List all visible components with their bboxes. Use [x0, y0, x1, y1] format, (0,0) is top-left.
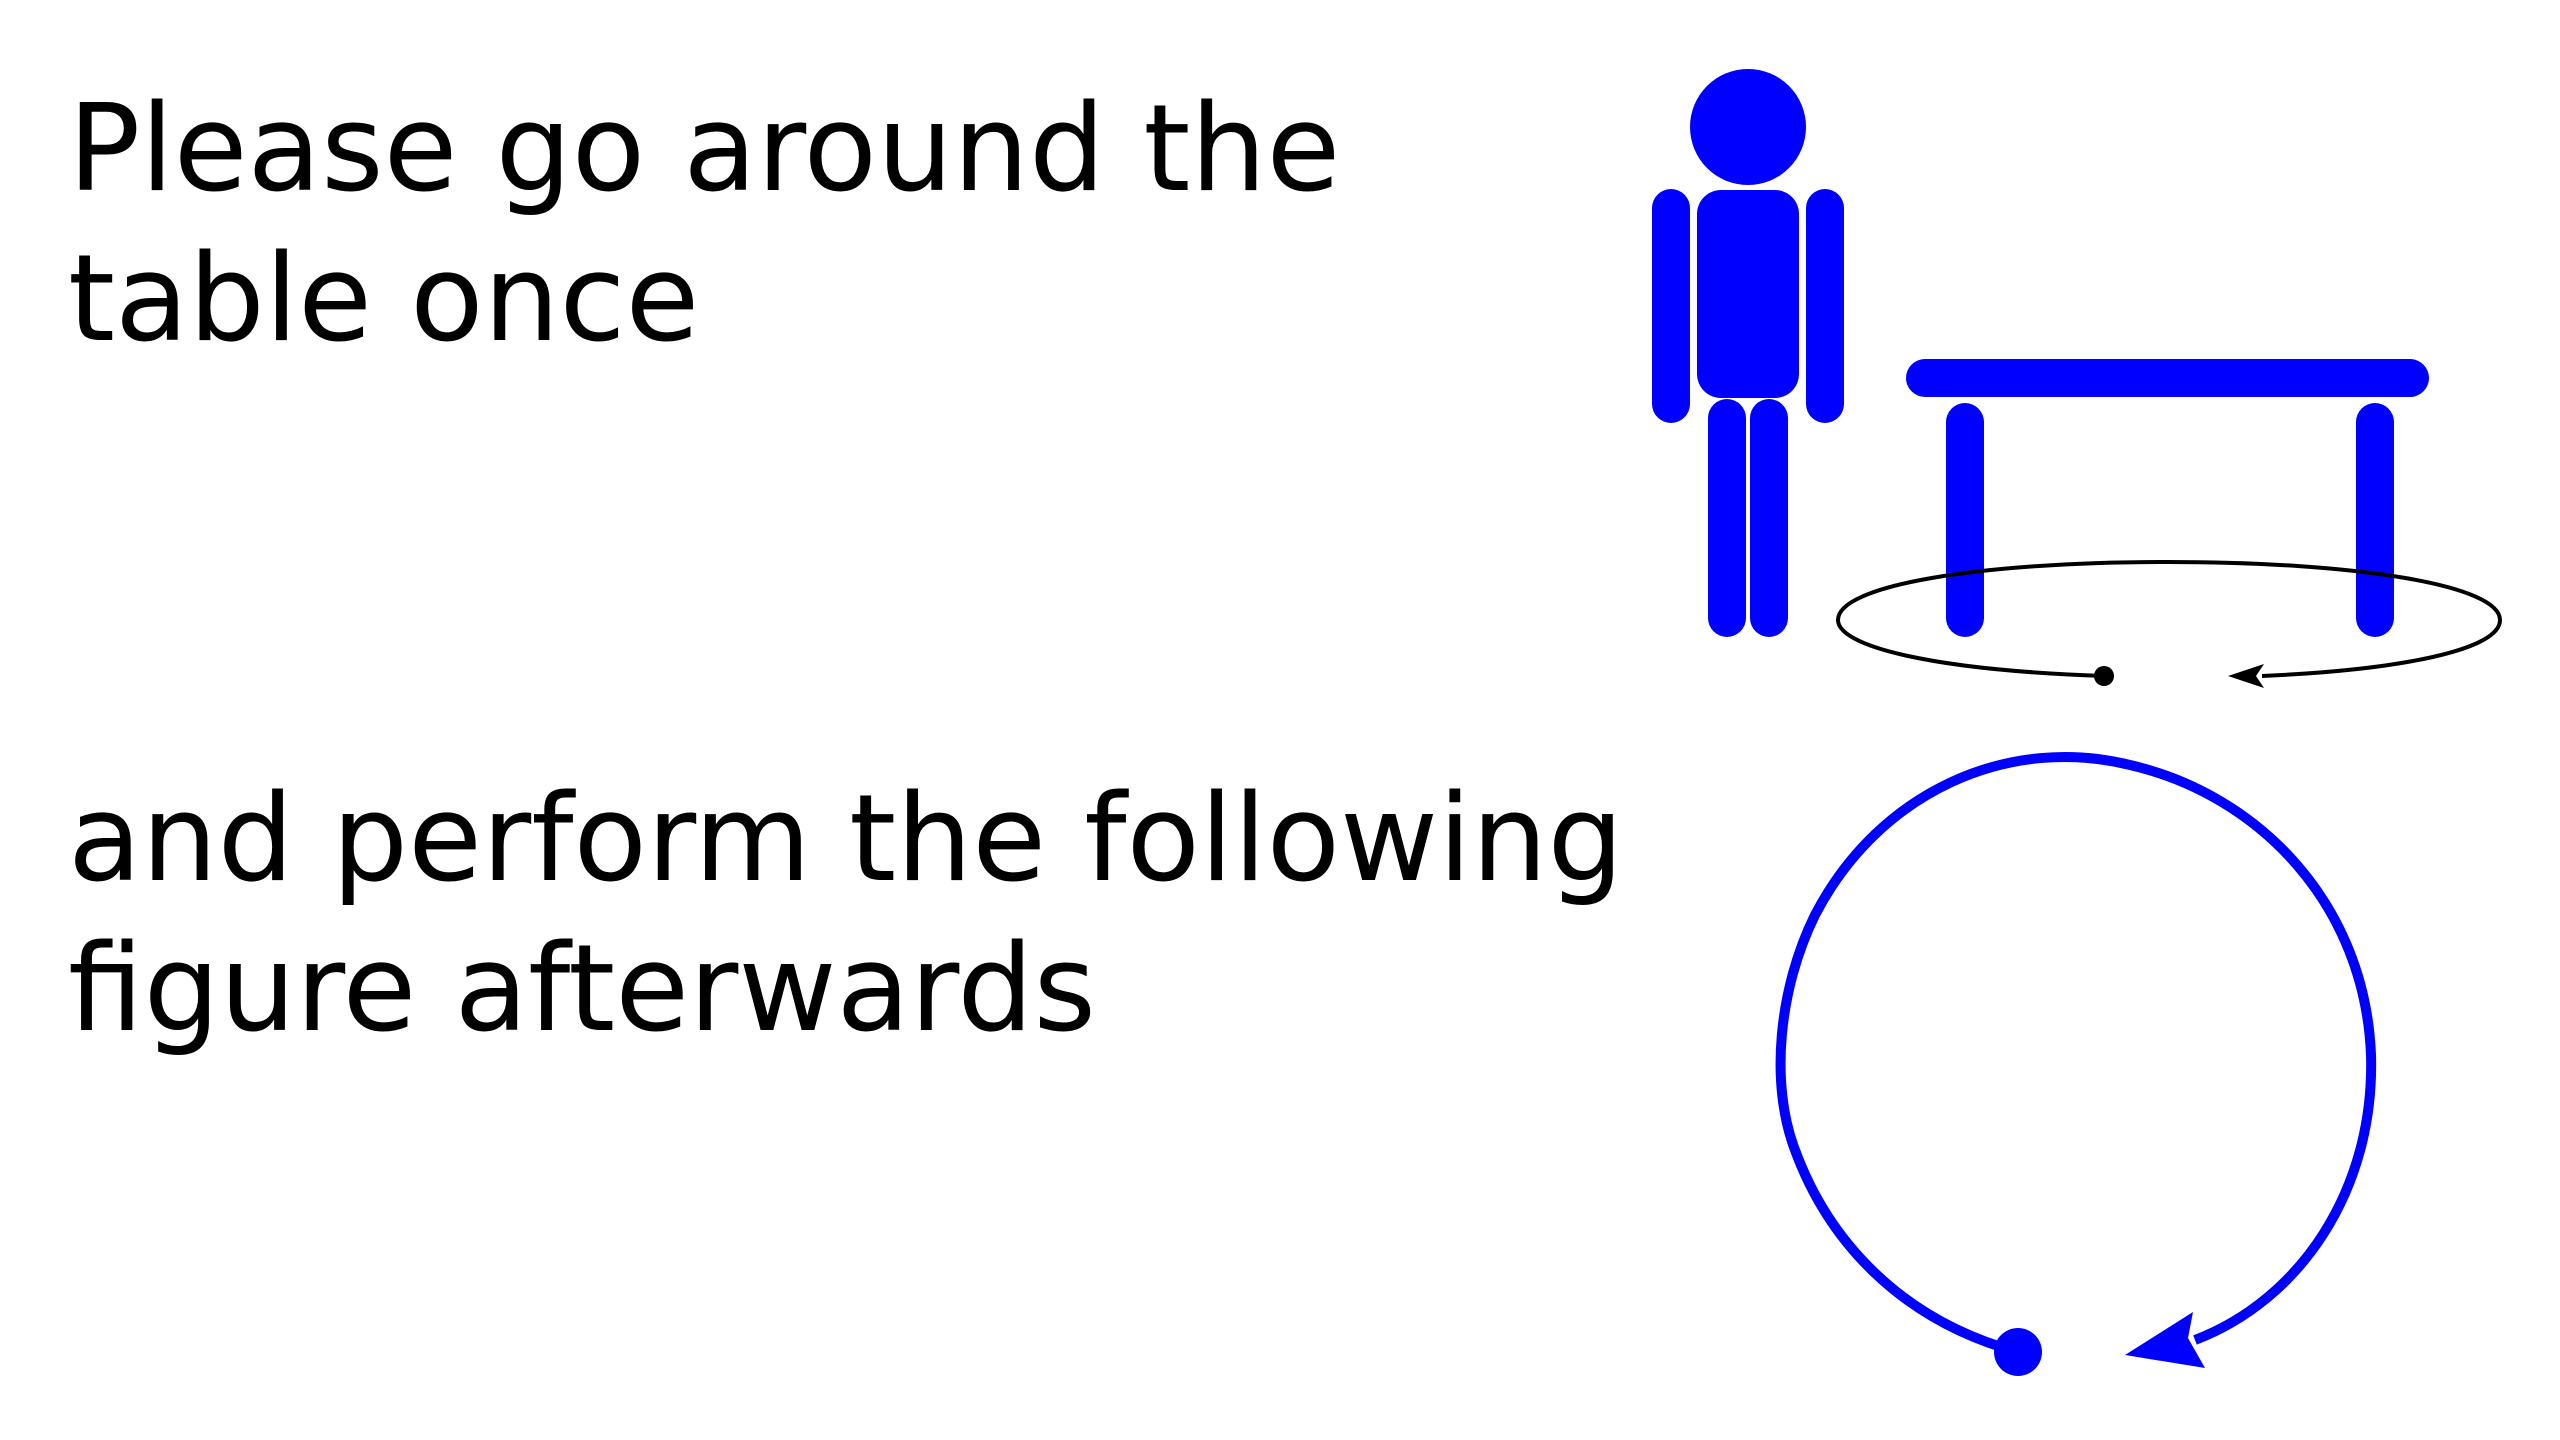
walk-around-path-icon	[1835, 559, 2503, 688]
instruction-step-2-line-1: and perform the following	[68, 770, 1624, 909]
instruction-step-2-line-2: figure afterwards	[68, 920, 1096, 1059]
circular-figure-start-point	[1994, 1328, 2042, 1376]
person-head	[1690, 69, 1806, 185]
circular-figure-path-icon	[1775, 752, 2377, 1376]
instruction-step-1-line-1: Please go around the	[68, 80, 1341, 219]
instruction-step-2: and perform the following figure afterwa…	[68, 765, 1624, 1065]
table-icon	[1906, 359, 2429, 637]
walk-around-path	[1835, 559, 2503, 678]
walk-around-start-point	[2094, 666, 2114, 686]
person-torso	[1697, 190, 1799, 398]
instruction-step-1: Please go around the table once	[68, 75, 1340, 375]
person-icon	[1652, 69, 1844, 637]
instruction-step-1-line-2: table once	[68, 230, 700, 369]
walk-around-arrowhead	[2228, 664, 2264, 688]
circular-figure-path	[1775, 752, 2377, 1357]
circular-figure-arrowhead	[2125, 1312, 2205, 1368]
